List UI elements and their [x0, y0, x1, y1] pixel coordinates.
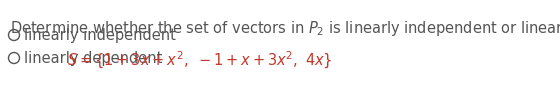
Text: $S = \{1 + 3x + x^2,\ -1 + x + 3x^2,\ 4x\}$: $S = \{1 + 3x + x^2,\ -1 + x + 3x^2,\ 4x… — [67, 50, 333, 71]
Text: Determine whether the set of vectors in $P_2$ is linearly independent or linearl: Determine whether the set of vectors in … — [10, 19, 560, 38]
Text: linearly independent: linearly independent — [24, 28, 176, 43]
Text: linearly dependent: linearly dependent — [24, 51, 162, 65]
